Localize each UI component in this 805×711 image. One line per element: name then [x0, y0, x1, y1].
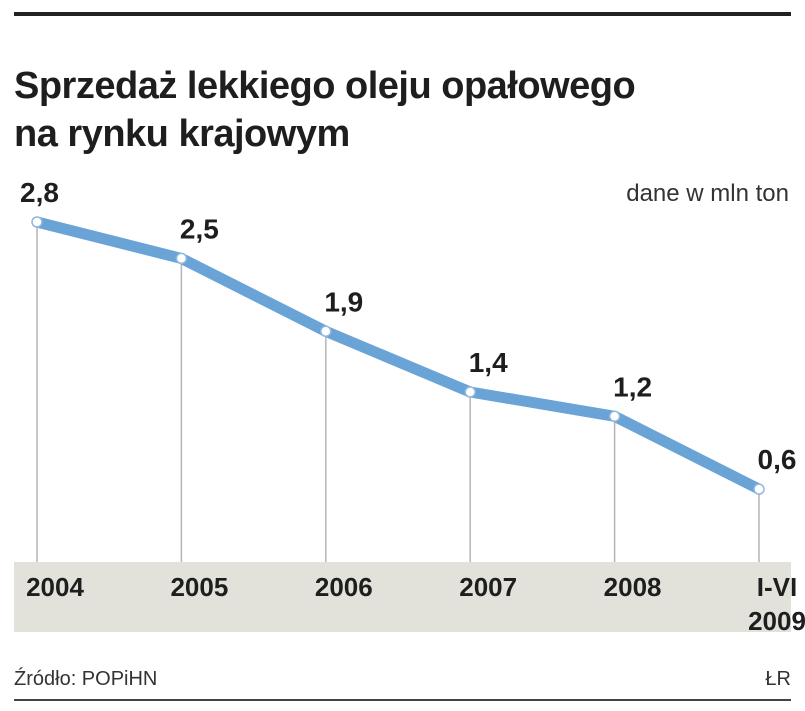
category-band [14, 562, 791, 632]
value-label: 2,5 [180, 213, 219, 244]
series-line [31, 216, 765, 495]
data-point-i-vi-2009 [753, 483, 765, 495]
data-point-2004 [31, 216, 43, 228]
chart-title-line-2: na rynku krajowym [14, 113, 350, 155]
top-rule [14, 12, 791, 16]
x-tick-label-line: I-VI [757, 572, 797, 602]
unit-note: dane w mln ton [626, 180, 789, 207]
x-tick-label: I-VI 2009 [748, 572, 805, 636]
x-tick-label: 2006 [315, 572, 373, 602]
x-tick-label: 2008 [604, 572, 662, 602]
chart-title: Sprzedaż lekkiego oleju opałowego na ryn… [14, 62, 774, 158]
data-point-2008 [608, 410, 621, 423]
value-label: 1,9 [324, 286, 363, 317]
x-tick-label-line: 2004 [26, 572, 84, 602]
x-tick-label-line: 2007 [459, 572, 517, 602]
x-tick-label-line: 2008 [604, 572, 662, 602]
value-label: 2,8 [20, 177, 59, 208]
value-label: 1,2 [613, 371, 652, 402]
x-tick-label-line: 2009 [748, 606, 805, 636]
data-point-2006 [320, 325, 332, 338]
bottom-rule [14, 699, 791, 701]
value-label: 1,4 [469, 347, 508, 378]
x-tick-label: 2007 [459, 572, 517, 602]
data-point-2005 [175, 252, 188, 265]
data-point-2007 [464, 386, 476, 398]
x-tick-label: 2004 [26, 572, 84, 602]
value-label: 0,6 [758, 444, 797, 475]
author-credit: ŁR [765, 668, 791, 690]
x-tick-label-line: 2006 [315, 572, 373, 602]
source-note: Źródło: POPiHN [14, 668, 158, 690]
chart-title-line-1: Sprzedaż lekkiego oleju opałowego [14, 65, 636, 107]
x-tick-label-line: 2005 [170, 572, 228, 602]
x-tick-label: 2005 [170, 572, 228, 602]
